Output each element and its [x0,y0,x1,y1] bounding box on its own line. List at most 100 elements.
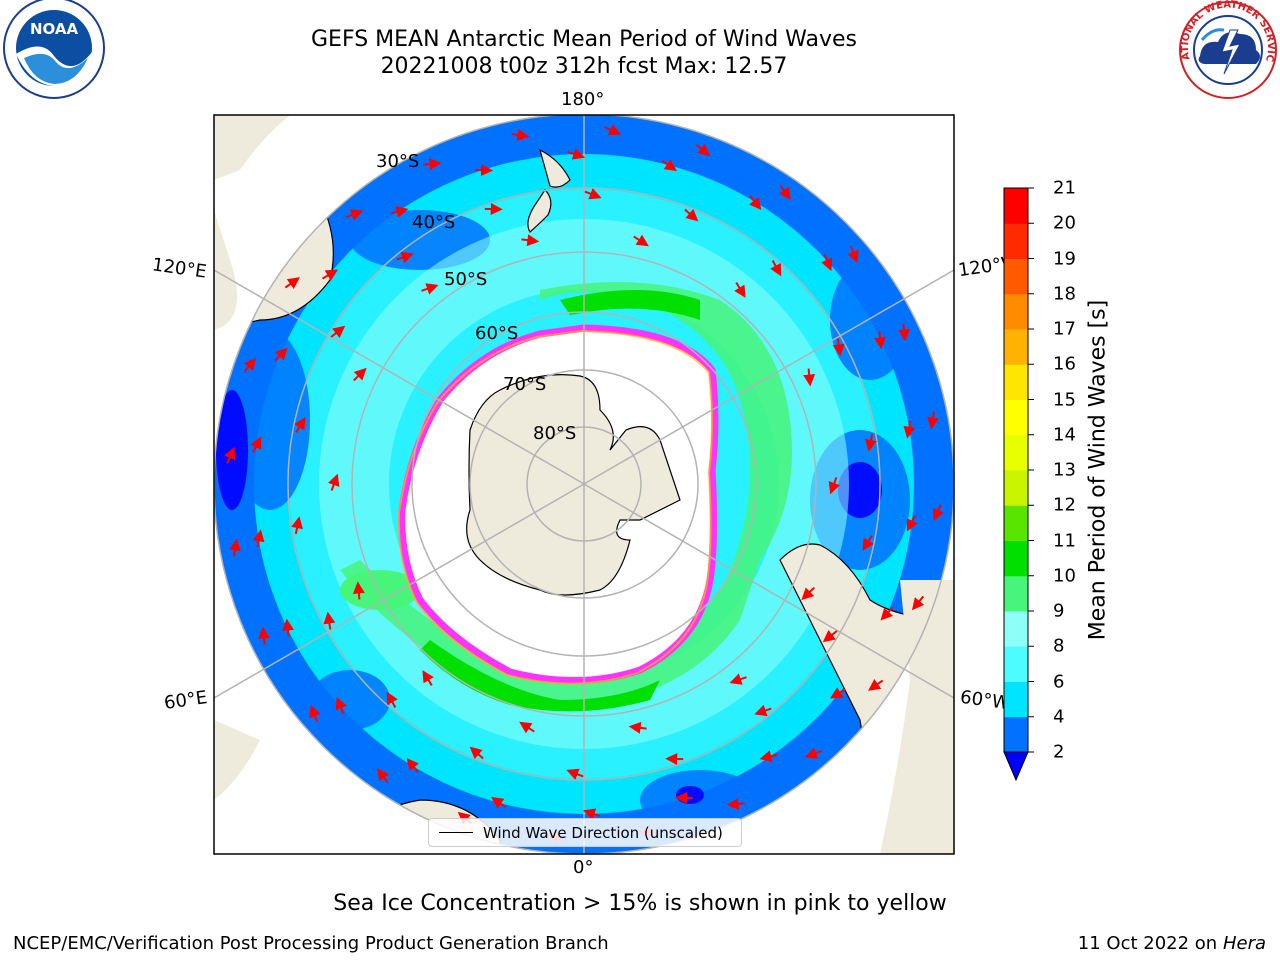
wind-wave-arrow [252,529,265,548]
colorbar-segment [1004,716,1028,753]
wind-wave-arrow [874,331,887,350]
colorbar-segment [1004,364,1028,400]
wind-wave-arrow [628,721,647,734]
colorbar-tick-label: 19 [1053,248,1076,269]
wind-wave-arrow [829,687,846,699]
wind-wave-arrow [726,798,745,810]
colorbar-tick-label: 16 [1053,353,1076,375]
wind-wave-arrow [353,367,367,382]
colorbar-tick-label: 20 [1053,212,1076,234]
colorbar-segment [1004,188,1028,224]
wind-wave-arrow [770,260,782,277]
colorbar-segment [1004,646,1028,682]
lat-label-70s: 70°S [503,374,547,395]
wind-wave-arrow [803,368,816,387]
legend-label: Wind Wave Direction (unscaled) [483,823,723,842]
wind-wave-arrow [567,148,586,160]
wind-wave-arrow [423,158,442,170]
lat-label-80s: 80°S [533,423,577,444]
wind-wave-arrow [880,606,894,621]
colorbar-tick-label: 15 [1053,389,1076,410]
colorbar-tick-label: 13 [1053,459,1076,481]
wind-wave-arrow [250,436,262,454]
wind-wave-arrow [519,721,535,734]
wind-wave-arrow [754,704,772,717]
footer-date-text: 11 Oct 2022 on [1077,933,1223,954]
wind-wave-arrow [911,595,925,611]
new-zealand-north [539,148,571,188]
colorbar-segment [1004,681,1028,718]
legend-line-icon [439,832,473,833]
wind-wave-arrow [335,696,347,714]
wind-wave-arrows [224,124,944,844]
wind-wave-arrow [345,209,364,221]
wind-wave-arrow [582,808,601,820]
colorbar-tick-label: 21 [1053,177,1076,199]
lon-label-0: 0° [573,857,594,878]
wind-wave-arrow [386,691,398,708]
lat-label-50s: 50°S [444,269,488,290]
wind-wave-arrow [396,251,414,264]
footer-date: 11 Oct 2022 on Hera [1078,933,1266,954]
wind-wave-arrow [898,323,910,342]
colorbar-tick-label: 11 [1053,530,1076,551]
colorbar-tick-label: 8 [1053,635,1065,657]
wind-wave-arrow [906,514,918,532]
colorbar-tick-label: 6 [1053,671,1065,692]
colorbar-label: Mean Period of Wind Waves [s] [1085,299,1111,641]
wind-wave-arrow [927,411,939,430]
colorbar-tick-label: 14 [1053,424,1076,446]
colorbar-segment [1004,505,1028,541]
colorbar-tick-label: 4 [1053,706,1065,728]
colorbar-segment [1004,258,1028,295]
wind-wave-arrow [422,670,434,686]
colorbar-segment [1004,470,1028,506]
map-frame [213,114,955,855]
wind-wave-arrow [328,473,340,491]
colorbar-segment [1004,329,1028,365]
wind-wave-arrow [323,611,336,630]
lat-label-40s: 40°S [412,212,456,233]
colorbar-tick-label: 2 [1053,741,1065,763]
footer-machine: Hera [1222,933,1266,954]
lon-label-180: 180° [561,89,605,110]
colorbar-segment [1004,399,1028,436]
new-zealand-south [527,189,552,233]
wind-wave-arrow [862,535,874,551]
colorbar-tick-label: 10 [1053,565,1076,587]
wind-wave-arrow [294,417,306,433]
wind-wave-arrow [521,234,540,247]
colorbar-segment [1004,575,1028,612]
wind-wave-arrow [734,282,746,298]
noaa-logo: NOAA [3,0,105,99]
wind-wave-arrow [511,129,530,141]
wind-wave-arrow [421,283,439,295]
wind-wave-arrow [661,159,677,172]
wind-wave-arrow [903,420,916,439]
wind-wave-arrow [491,796,507,809]
colorbar-segment [1004,293,1028,330]
wind-wave-arrow [584,188,602,200]
colorbar-segment [1004,540,1028,577]
wind-wave-arrow [729,673,747,685]
wind-wave-arrow [322,269,339,281]
sea-ice-note: Sea Ice Concentration > 15% is shown in … [333,891,947,916]
colorbar-tick-label: 12 [1053,494,1076,516]
lat-label-30s: 30°S [376,151,420,172]
wind-wave-arrow [868,678,884,691]
colorbar-tick-label: 17 [1053,318,1076,340]
lat-label-60s: 60°S [475,323,519,344]
colorbar-segment [1004,434,1028,471]
wind-wave-arrow [258,626,270,645]
wind-wave-arrow [604,124,622,136]
wind-wave-arrow [804,747,823,759]
wind-wave-arrow [284,277,300,290]
graticule [214,115,954,854]
wind-wave-arrow [309,704,321,723]
colorbar-tick-label: 9 [1053,600,1065,622]
wind-wave-arrow [695,143,711,157]
colorbar-extend-triangle [1003,751,1029,782]
wind-wave-arrow [801,586,815,601]
wind-wave-arrow [566,768,584,780]
